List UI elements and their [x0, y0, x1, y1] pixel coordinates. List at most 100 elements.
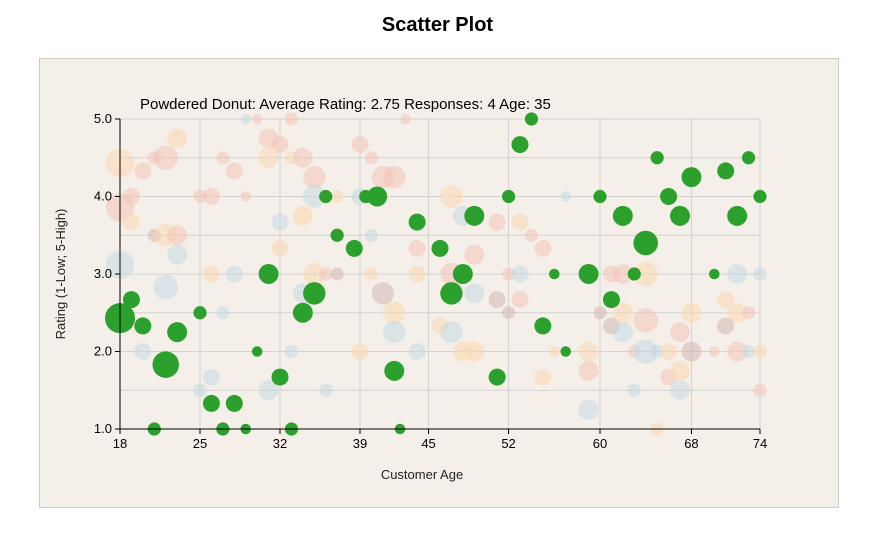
data-point-highlighted[interactable]	[660, 187, 678, 206]
data-point-faded[interactable]	[330, 267, 344, 281]
data-point-highlighted[interactable]	[602, 291, 620, 309]
data-point-faded[interactable]	[408, 265, 426, 283]
data-point-faded[interactable]	[578, 399, 599, 420]
data-point-faded[interactable]	[225, 265, 243, 283]
data-point-highlighted[interactable]	[578, 264, 599, 284]
data-point-highlighted[interactable]	[717, 162, 735, 180]
data-point-faded[interactable]	[670, 380, 690, 401]
data-point-faded[interactable]	[440, 185, 463, 208]
data-point-faded[interactable]	[292, 205, 313, 226]
data-point-faded[interactable]	[511, 265, 529, 283]
data-point-highlighted[interactable]	[464, 205, 485, 226]
data-point-highlighted[interactable]	[202, 394, 220, 412]
data-point-faded[interactable]	[303, 185, 326, 208]
data-point-faded[interactable]	[216, 306, 230, 320]
data-point-faded[interactable]	[717, 317, 735, 335]
data-point-highlighted[interactable]	[452, 264, 473, 284]
data-point-highlighted[interactable]	[650, 151, 664, 165]
data-point-faded[interactable]	[122, 213, 140, 231]
data-point-faded[interactable]	[408, 342, 426, 361]
data-point-faded[interactable]	[709, 346, 720, 357]
data-point-faded[interactable]	[681, 302, 702, 323]
data-point-faded[interactable]	[727, 264, 748, 284]
data-point-faded[interactable]	[488, 291, 506, 309]
data-point-faded[interactable]	[578, 360, 599, 381]
data-point-highlighted[interactable]	[440, 282, 463, 305]
data-point-faded[interactable]	[167, 244, 188, 265]
data-point-faded[interactable]	[753, 344, 767, 359]
data-point-highlighted[interactable]	[593, 189, 607, 204]
data-point-faded[interactable]	[534, 239, 552, 257]
data-point-faded[interactable]	[440, 320, 463, 344]
data-point-faded[interactable]	[670, 322, 690, 343]
data-point-highlighted[interactable]	[431, 239, 449, 257]
data-point-faded[interactable]	[612, 302, 633, 323]
data-point-faded[interactable]	[271, 239, 289, 257]
data-point-faded[interactable]	[122, 187, 140, 206]
data-point-faded[interactable]	[408, 239, 426, 257]
data-point-faded[interactable]	[225, 162, 243, 180]
data-point-faded[interactable]	[727, 302, 748, 323]
data-point-faded[interactable]	[549, 346, 560, 357]
data-point-highlighted[interactable]	[511, 136, 529, 154]
data-point-highlighted[interactable]	[193, 306, 207, 320]
data-point-highlighted[interactable]	[408, 213, 426, 231]
data-point-faded[interactable]	[371, 282, 395, 305]
data-point-faded[interactable]	[258, 380, 279, 401]
data-point-faded[interactable]	[303, 165, 326, 189]
data-point-faded[interactable]	[216, 151, 230, 165]
data-point-faded[interactable]	[633, 308, 659, 333]
data-point-highlighted[interactable]	[167, 322, 188, 343]
data-point-faded[interactable]	[593, 306, 607, 320]
data-point-highlighted[interactable]	[633, 230, 659, 256]
data-point-faded[interactable]	[727, 341, 748, 362]
data-point-faded[interactable]	[627, 383, 641, 397]
data-point-highlighted[interactable]	[753, 189, 767, 204]
data-point-faded[interactable]	[167, 128, 188, 149]
data-point-faded[interactable]	[464, 283, 485, 304]
data-point-faded[interactable]	[400, 113, 411, 125]
data-point-faded[interactable]	[612, 264, 633, 284]
data-point-faded[interactable]	[292, 147, 313, 168]
data-point-faded[interactable]	[303, 262, 326, 286]
data-point-highlighted[interactable]	[152, 351, 179, 378]
data-point-faded[interactable]	[284, 344, 299, 359]
data-point-faded[interactable]	[524, 228, 539, 242]
data-point-highlighted[interactable]	[709, 268, 720, 280]
data-point-faded[interactable]	[753, 383, 767, 397]
data-point-highlighted[interactable]	[384, 360, 405, 381]
data-point-faded[interactable]	[488, 213, 506, 231]
data-point-faded[interactable]	[251, 113, 263, 125]
data-point-faded[interactable]	[578, 341, 599, 362]
data-point-highlighted[interactable]	[303, 282, 326, 305]
data-point-faded[interactable]	[240, 191, 251, 202]
data-point-faded[interactable]	[319, 267, 333, 281]
data-point-highlighted[interactable]	[741, 151, 756, 165]
data-point-faded[interactable]	[271, 213, 289, 231]
data-point-highlighted[interactable]	[330, 228, 344, 242]
data-point-faded[interactable]	[364, 267, 379, 281]
data-point-faded[interactable]	[660, 342, 678, 361]
data-point-faded[interactable]	[464, 244, 485, 265]
data-point-faded[interactable]	[741, 344, 756, 359]
data-point-faded[interactable]	[681, 341, 702, 362]
data-point-faded[interactable]	[364, 151, 379, 165]
data-point-faded[interactable]	[717, 291, 735, 309]
data-point-highlighted[interactable]	[258, 264, 279, 284]
data-point-faded[interactable]	[351, 136, 369, 154]
data-point-faded[interactable]	[560, 191, 571, 202]
data-point-highlighted[interactable]	[670, 205, 690, 226]
data-point-highlighted[interactable]	[627, 267, 641, 281]
data-point-faded[interactable]	[612, 322, 633, 343]
data-point-faded[interactable]	[330, 189, 344, 204]
data-point-faded[interactable]	[202, 368, 220, 386]
data-point-faded[interactable]	[501, 306, 516, 320]
data-point-highlighted[interactable]	[727, 205, 748, 226]
data-point-faded[interactable]	[202, 187, 220, 206]
data-point-faded[interactable]	[134, 162, 152, 180]
data-point-faded[interactable]	[464, 341, 485, 362]
data-point-highlighted[interactable]	[367, 186, 388, 207]
data-point-highlighted[interactable]	[251, 346, 263, 357]
data-point-faded[interactable]	[271, 136, 289, 154]
data-point-highlighted[interactable]	[225, 394, 243, 412]
